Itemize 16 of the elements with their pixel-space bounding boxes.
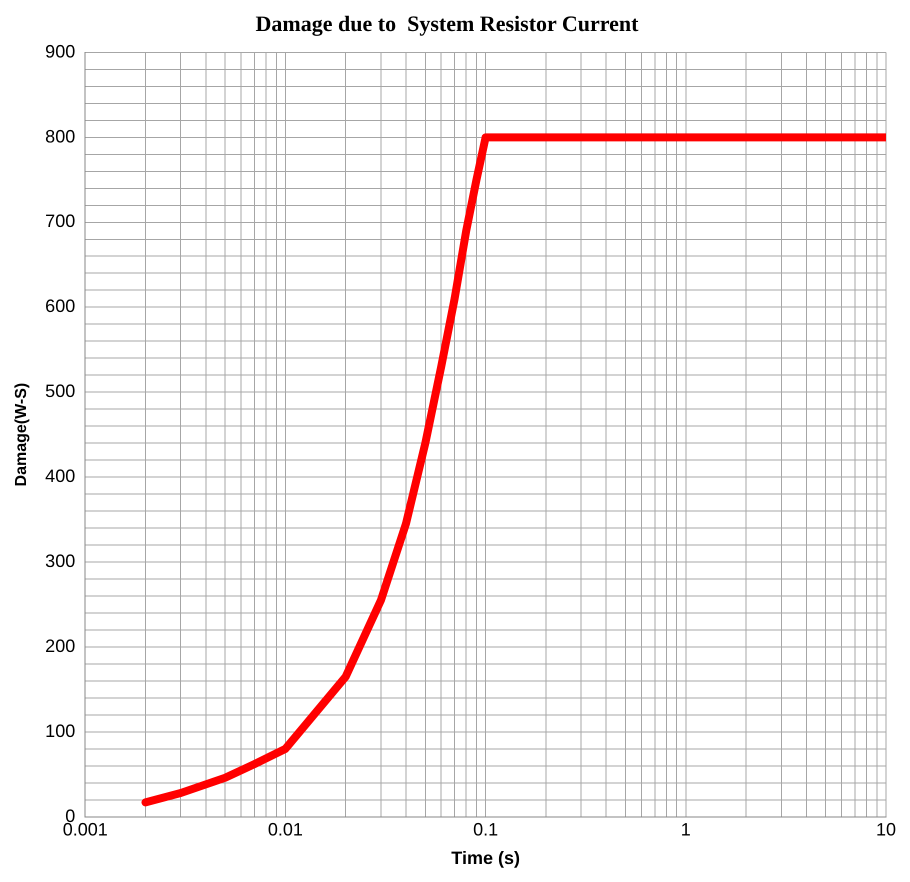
chart-title: Damage due to System Resistor Current (256, 10, 640, 36)
y-tick-label: 400 (45, 466, 76, 486)
y-tick-label: 300 (45, 550, 76, 571)
x-axis-title: Time (s) (451, 848, 520, 868)
y-tick-label: 900 (45, 41, 76, 62)
y-tick-label: 700 (45, 211, 76, 232)
y-axis-title: Damage(W-S) (13, 382, 30, 486)
x-tick-label: 10 (876, 820, 896, 840)
x-tick-label: 0.01 (268, 820, 303, 840)
y-tick-label: 600 (45, 296, 76, 316)
y-tick-label: 500 (45, 381, 76, 402)
y-tick-label: 200 (45, 636, 76, 656)
y-tick-label: 100 (45, 720, 76, 741)
y-tick-label: 800 (45, 126, 76, 146)
x-tick-label: 1 (680, 820, 691, 840)
x-tick-label: 0.1 (473, 820, 498, 840)
